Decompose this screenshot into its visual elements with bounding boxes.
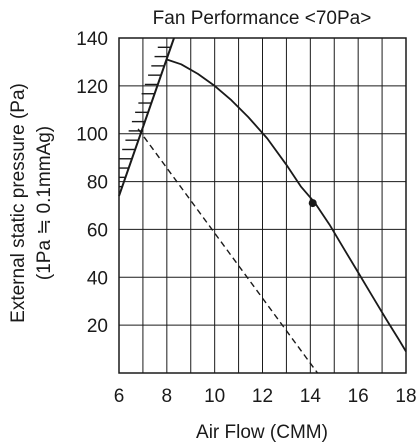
dashed-series-line: [137, 128, 319, 374]
y-tick-label: 140: [76, 29, 108, 50]
x-tick-label: 8: [162, 386, 173, 407]
grid: [119, 38, 406, 373]
operating-point: [308, 199, 317, 208]
y-tick-label: 120: [76, 77, 108, 98]
x-tick-labels: 6 8 10 12 14 16 18: [114, 386, 417, 407]
x-tick-label: 18: [395, 386, 416, 407]
y-axis-label: External static pressure (Pa): [8, 83, 29, 323]
y-tick-label: 20: [87, 316, 108, 337]
y-tick-label: 80: [87, 173, 108, 194]
x-tick-label: 16: [348, 386, 369, 407]
y-tick-label: 100: [76, 125, 108, 146]
boundary-line: [118, 37, 175, 197]
chart-title: Fan Performance <70Pa>: [153, 8, 372, 29]
y-tick-label: 40: [87, 268, 108, 289]
plot-frame: [118, 37, 407, 374]
x-axis-label: Air Flow (CMM): [196, 422, 328, 443]
x-tick-label: 10: [204, 386, 225, 407]
surge-boundary: [118, 37, 175, 197]
y-tick-label: 60: [87, 220, 108, 241]
x-tick-label: 6: [114, 386, 125, 407]
fan-curve-line: [166, 58, 407, 352]
x-tick-label: 14: [300, 386, 322, 407]
series-layer: [137, 58, 407, 374]
y-axis-sublabel: (1Pa ≒ 0.1mmAg): [34, 126, 55, 280]
y-tick-labels: 20 40 60 80 100 120 140: [76, 29, 108, 337]
x-tick-label: 12: [252, 386, 273, 407]
